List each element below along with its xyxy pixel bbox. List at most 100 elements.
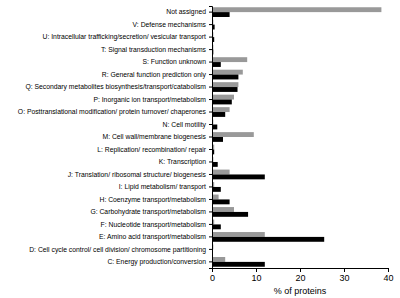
- y-tick-mark: [209, 124, 212, 125]
- y-tick-mark: [209, 74, 212, 75]
- y-tick: I: Lipid metabolism/ transport: [119, 183, 212, 191]
- y-tick-mark: [209, 186, 212, 187]
- y-tick: H: Coenzyme transport/metabolism: [99, 196, 212, 204]
- bar: [212, 212, 248, 217]
- x-axis: 0 10 20 30 40: [210, 268, 394, 283]
- y-tick-mark: [209, 161, 212, 162]
- bar: [212, 257, 225, 262]
- y-tick-mark: [209, 137, 212, 138]
- y-tick-mark: [209, 211, 212, 212]
- y-tick: D: Cell cycle control/ cell division/ ch…: [29, 246, 212, 254]
- bar: [212, 187, 221, 192]
- bar: [212, 62, 221, 67]
- y-tick-mark: [209, 99, 212, 100]
- y-axis: Not assigned V: Defense mechanisms U: Intr…: [18, 7, 213, 269]
- y-tick: Q: Secondary metabolites biosynthesis/tr…: [25, 83, 212, 91]
- plot: 0 10 20 30 40 Not assigned V: Defense mechanis…: [18, 7, 394, 284]
- bar: [212, 174, 265, 179]
- y-tick-label: T: Signal transduction mechanisms: [101, 46, 207, 54]
- x-tick: 0: [210, 268, 215, 283]
- y-tick: T: Signal transduction mechanisms: [101, 46, 212, 54]
- x-tick-mark: [388, 268, 389, 272]
- x-axis-title: % of proteins: [274, 286, 327, 296]
- chart: 0 10 20 30 40 Not assigned V: Defense mechanis…: [0, 0, 400, 298]
- y-tick-label: O: Posttranslational modification/ prote…: [18, 108, 207, 116]
- y-tick: M: Cell wall/membrane biogenesis: [102, 133, 212, 141]
- bar: [212, 100, 232, 105]
- x-tick-label: 0: [210, 273, 215, 283]
- y-tick-label: K: Transcription: [159, 158, 206, 166]
- y-tick-label: Not assigned: [166, 8, 206, 16]
- bar: [212, 87, 238, 92]
- y-tick-label: E: Amino acid transport/metabolism: [99, 233, 206, 241]
- y-tick-mark: [209, 37, 212, 38]
- bar: [212, 107, 230, 112]
- y-tick: L: Replication/ recombination/ repair: [97, 146, 212, 154]
- y-tick-mark: [209, 174, 212, 175]
- bar: [212, 75, 238, 80]
- y-tick-label: L: Replication/ recombination/ repair: [97, 146, 207, 154]
- y-tick-mark: [209, 236, 212, 237]
- x-axis-line: [213, 269, 389, 273]
- y-tick-label: P: Inorganic ion transport/metabolism: [93, 96, 206, 104]
- bar: [212, 207, 234, 212]
- bar: [212, 70, 243, 75]
- y-tick: S: Function unknown: [143, 58, 212, 65]
- y-tick: E: Amino acid transport/metabolism: [99, 233, 212, 241]
- bars: [212, 7, 381, 267]
- bar: [212, 170, 230, 175]
- y-tick-mark: [209, 249, 212, 250]
- bar: [212, 7, 381, 12]
- y-tick-mark: [209, 87, 212, 88]
- y-tick-mark: [209, 149, 212, 150]
- y-tick: V: Defense mechanisms: [133, 21, 212, 28]
- bar: [212, 199, 230, 204]
- y-tick: C: Energy production/conversion: [107, 258, 212, 266]
- y-tick-label: V: Defense mechanisms: [133, 21, 207, 28]
- x-tick-label: 20: [295, 273, 305, 283]
- y-tick: P: Inorganic ion transport/metabolism: [93, 96, 212, 104]
- x-tick: 10: [251, 268, 261, 283]
- y-tick-label: J: Translation/ ribosomal structure/ bio…: [68, 171, 207, 179]
- y-tick-mark: [209, 24, 212, 25]
- x-tick-mark: [256, 268, 257, 272]
- y-tick-label: I: Lipid metabolism/ transport: [119, 183, 206, 191]
- y-tick-mark: [209, 12, 212, 13]
- bar: [212, 132, 254, 137]
- bar: [212, 12, 230, 17]
- x-tick: 30: [339, 268, 349, 283]
- y-tick-label: D: Cell cycle control/ cell division/ ch…: [29, 246, 206, 254]
- y-tick: U: Intracellular trafficking/secretion/ …: [43, 33, 212, 41]
- y-tick: Not assigned: [166, 8, 212, 16]
- x-tick-label: 10: [251, 273, 261, 283]
- bar: [212, 137, 223, 142]
- y-tick-label: R: General function prediction only: [102, 71, 207, 79]
- y-tick-label: Q: Secondary metabolites biosynthesis/tr…: [25, 83, 206, 91]
- y-tick-label: H: Coenzyme transport/metabolism: [99, 196, 206, 204]
- y-tick-label: N: Cell motility: [163, 121, 207, 129]
- y-tick-mark: [209, 199, 212, 200]
- y-tick-label: M: Cell wall/membrane biogenesis: [102, 133, 206, 141]
- x-tick-label: 30: [339, 273, 349, 283]
- y-tick-label: F: Nucleotide transport/metabolism: [101, 221, 207, 229]
- y-tick-label: G: Carbohydrate transport/metabolism: [90, 208, 206, 216]
- y-tick-mark: [209, 224, 212, 225]
- y-tick: R: General function prediction only: [102, 71, 212, 79]
- x-tick-mark: [300, 268, 301, 272]
- y-tick: O: Posttranslational modification/ prote…: [18, 108, 212, 116]
- x-tick: 20: [295, 268, 305, 283]
- y-tick: K: Transcription: [159, 158, 212, 166]
- bar: [212, 237, 324, 242]
- x-tick-mark: [344, 268, 345, 272]
- y-tick: J: Translation/ ribosomal structure/ bio…: [68, 171, 212, 179]
- y-tick-label: C: Energy production/conversion: [107, 258, 206, 266]
- y-tick: N: Cell motility: [163, 121, 212, 129]
- x-tick: 40: [383, 268, 393, 283]
- y-tick-mark: [209, 62, 212, 63]
- y-tick-mark: [209, 112, 212, 113]
- bar: [212, 57, 247, 62]
- bar: [212, 95, 234, 100]
- y-tick: G: Carbohydrate transport/metabolism: [90, 208, 212, 216]
- y-tick-mark: [209, 261, 212, 262]
- y-tick-label: S: Function unknown: [143, 58, 207, 65]
